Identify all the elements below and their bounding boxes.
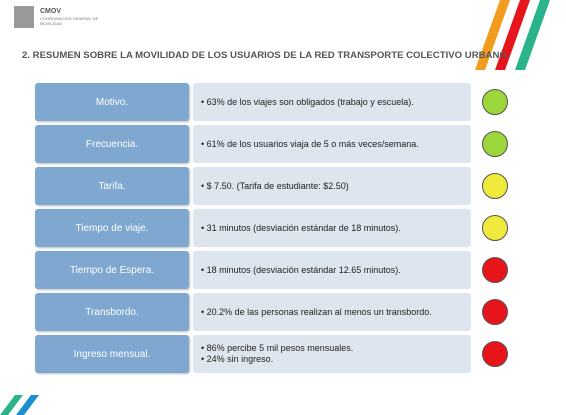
row-details: • 63% de los viajes son obligados (traba… [193, 83, 471, 121]
detail-line: • 61% de los usuarios viaja de 5 o más v… [201, 138, 419, 149]
status-indicator [482, 173, 508, 199]
table-row: Tiempo de viaje. • 31 minutos (desviación… [35, 209, 525, 247]
row-details: • $ 7.50. (Tarifa de estudiante: $2.50) [193, 167, 471, 205]
table-row: Ingreso mensual. • 86% percibe 5 mil peso… [35, 335, 525, 373]
table-row: Frecuencia. • 61% de los usuarios viaja d… [35, 125, 525, 163]
detail-line: • 18 minutos (desviación estándar 12.65 … [201, 264, 401, 275]
row-details: • 20.2% de las personas realizan al meno… [193, 293, 471, 331]
detail-line: • 24% sin ingreso. [201, 354, 274, 364]
status-indicator [482, 299, 508, 325]
stripe [16, 395, 39, 415]
status-indicator [482, 257, 508, 283]
status-indicator [482, 89, 508, 115]
row-details: • 18 minutos (desviación estándar 12.65 … [193, 251, 471, 289]
row-label: Ingreso mensual. [35, 335, 189, 373]
detail-line: • 20.2% de las personas realizan al meno… [201, 306, 432, 317]
status-indicator [482, 341, 508, 367]
row-label: Tarifa. [35, 167, 189, 205]
detail-line: • 31 minutos (desviación estándar de 18 … [201, 222, 401, 233]
table-row: Tarifa. • $ 7.50. (Tarifa de estudiante: … [35, 167, 525, 205]
logo-emblem [14, 6, 34, 28]
table-row: Transbordo. • 20.2% de las personas reali… [35, 293, 525, 331]
row-label: Tiempo de viaje. [35, 209, 189, 247]
detail-line: • $ 7.50. (Tarifa de estudiante: $2.50) [201, 180, 349, 191]
row-details: • 61% de los usuarios viaja de 5 o más v… [193, 125, 471, 163]
detail-line: • 86% percibe 5 mil pesos mensuales. [201, 343, 354, 353]
logo-subtitle: COORDINACIÓN GENERAL DE MOVILIDAD [40, 16, 99, 26]
table-row: Motivo. • 63% de los viajes son obligados… [35, 83, 525, 121]
row-label: Frecuencia. [35, 125, 189, 163]
logo-title: CMOV [40, 8, 61, 15]
stripe [515, 0, 550, 70]
stripe [495, 0, 530, 70]
row-details: • 86% percibe 5 mil pesos mensuales. • 24… [193, 335, 471, 373]
detail-line: • 63% de los viajes son obligados (traba… [201, 96, 414, 107]
stripe [475, 0, 510, 70]
title: 2. RESUMEN SOBRE LA MOVILIDAD DE LOS USU… [22, 50, 510, 61]
row-label: Transbordo. [35, 293, 189, 331]
row-details: • 31 minutos (desviación estándar de 18 … [193, 209, 471, 247]
row-label: Tiempo de Espera. [35, 251, 189, 289]
status-indicator [482, 131, 508, 157]
table-row: Tiempo de Espera. • 18 minutos (desviació… [35, 251, 525, 289]
row-label: Motivo. [35, 83, 189, 121]
status-indicator [482, 215, 508, 241]
stripe [0, 395, 23, 415]
